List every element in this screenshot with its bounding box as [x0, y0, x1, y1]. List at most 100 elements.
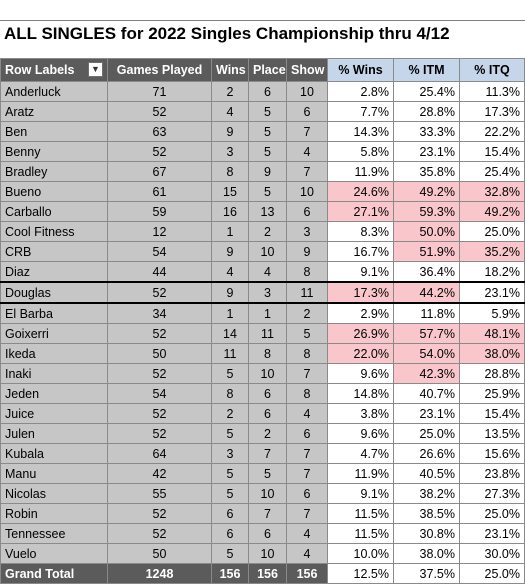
- games-played-cell[interactable]: 34: [107, 302, 212, 324]
- pct-itq-cell[interactable]: 49.2%: [459, 201, 525, 222]
- show-cell[interactable]: 7: [286, 121, 328, 142]
- row-label[interactable]: Bradley: [0, 161, 108, 182]
- pct-wins-cell[interactable]: 16.7%: [327, 241, 394, 262]
- place-cell[interactable]: 5: [248, 463, 287, 484]
- games-played-cell[interactable]: 52: [107, 101, 212, 122]
- pct-wins-cell[interactable]: 7.7%: [327, 101, 394, 122]
- pct-itm-cell[interactable]: 25.4%: [393, 81, 460, 102]
- filter-dropdown-icon[interactable]: ▼: [88, 62, 103, 77]
- row-label[interactable]: Anderluck: [0, 81, 108, 102]
- show-cell[interactable]: 7: [286, 503, 328, 524]
- row-label[interactable]: Tennessee: [0, 523, 108, 544]
- row-label[interactable]: El Barba: [0, 302, 108, 324]
- wins-cell[interactable]: 5: [211, 363, 249, 384]
- wins-cell[interactable]: 3: [211, 141, 249, 162]
- pct-itm-cell[interactable]: 42.3%: [393, 363, 460, 384]
- pct-wins-cell[interactable]: 2.9%: [327, 302, 394, 324]
- row-label[interactable]: Vuelo: [0, 543, 108, 564]
- pct-itq-cell[interactable]: 25.9%: [459, 383, 525, 404]
- show-cell[interactable]: 7: [286, 161, 328, 182]
- pct-itm-cell[interactable]: 23.1%: [393, 403, 460, 424]
- pct-itm-cell[interactable]: 38.5%: [393, 503, 460, 524]
- pct-wins-cell[interactable]: 24.6%: [327, 181, 394, 202]
- place-cell[interactable]: 8: [248, 343, 287, 364]
- show-cell[interactable]: 6: [286, 423, 328, 444]
- row-label[interactable]: Robin: [0, 503, 108, 524]
- pct-itq-cell[interactable]: 28.8%: [459, 363, 525, 384]
- show-cell[interactable]: 5: [286, 323, 328, 344]
- pct-itm-cell[interactable]: 26.6%: [393, 443, 460, 464]
- wins-cell[interactable]: 15: [211, 181, 249, 202]
- wins-cell[interactable]: 9: [211, 281, 249, 304]
- place-cell[interactable]: 6: [248, 523, 287, 544]
- games-played-cell[interactable]: 63: [107, 121, 212, 142]
- pct-itq-cell[interactable]: 32.8%: [459, 181, 525, 202]
- games-played-cell[interactable]: 59: [107, 201, 212, 222]
- row-label[interactable]: Douglas: [0, 281, 108, 304]
- pct-itm-cell[interactable]: 40.5%: [393, 463, 460, 484]
- row-label[interactable]: Diaz: [0, 261, 108, 283]
- show-cell[interactable]: 8: [286, 261, 328, 283]
- pct-itq-cell[interactable]: 22.2%: [459, 121, 525, 142]
- pct-wins-cell[interactable]: 9.1%: [327, 261, 394, 283]
- pct-itm-cell[interactable]: 40.7%: [393, 383, 460, 404]
- pct-itq-cell[interactable]: 25.0%: [459, 221, 525, 242]
- games-played-cell[interactable]: 52: [107, 523, 212, 544]
- games-played-cell[interactable]: 54: [107, 383, 212, 404]
- wins-cell[interactable]: 8: [211, 383, 249, 404]
- pct-itm-cell[interactable]: 25.0%: [393, 423, 460, 444]
- pct-itq-cell[interactable]: 5.9%: [459, 302, 525, 324]
- games-played-cell[interactable]: 52: [107, 503, 212, 524]
- games-played-cell[interactable]: 12: [107, 221, 212, 242]
- wins-cell[interactable]: 1: [211, 221, 249, 242]
- row-label[interactable]: Nicolas: [0, 483, 108, 504]
- games-played-cell[interactable]: 61: [107, 181, 212, 202]
- pct-wins-cell[interactable]: 27.1%: [327, 201, 394, 222]
- pct-itm-cell[interactable]: 11.8%: [393, 302, 460, 324]
- row-label[interactable]: Benny: [0, 141, 108, 162]
- place-cell[interactable]: 6: [248, 383, 287, 404]
- pct-itm-cell[interactable]: 54.0%: [393, 343, 460, 364]
- pct-itq-cell[interactable]: 25.4%: [459, 161, 525, 182]
- pct-wins-cell[interactable]: 11.5%: [327, 523, 394, 544]
- wins-cell[interactable]: 9: [211, 241, 249, 262]
- pct-itm-cell[interactable]: 35.8%: [393, 161, 460, 182]
- pct-wins-cell[interactable]: 9.6%: [327, 363, 394, 384]
- place-cell[interactable]: 2: [248, 221, 287, 242]
- pct-wins-cell[interactable]: 11.9%: [327, 463, 394, 484]
- pct-wins-cell[interactable]: 26.9%: [327, 323, 394, 344]
- pct-itq-cell[interactable]: 11.3%: [459, 81, 525, 102]
- place-cell[interactable]: 10: [248, 363, 287, 384]
- place-cell[interactable]: 10: [248, 543, 287, 564]
- row-label[interactable]: Kubala: [0, 443, 108, 464]
- pct-wins-cell[interactable]: 9.1%: [327, 483, 394, 504]
- wins-cell[interactable]: 2: [211, 403, 249, 424]
- pct-itq-cell[interactable]: 23.8%: [459, 463, 525, 484]
- show-cell[interactable]: 4: [286, 141, 328, 162]
- place-cell[interactable]: 5: [248, 141, 287, 162]
- pct-wins-cell[interactable]: 9.6%: [327, 423, 394, 444]
- row-label[interactable]: Carballo: [0, 201, 108, 222]
- show-cell[interactable]: 7: [286, 443, 328, 464]
- row-label[interactable]: Inaki: [0, 363, 108, 384]
- place-cell[interactable]: 5: [248, 101, 287, 122]
- games-played-cell[interactable]: 64: [107, 443, 212, 464]
- show-cell[interactable]: 10: [286, 81, 328, 102]
- total-wins[interactable]: 156: [211, 563, 249, 584]
- total-place[interactable]: 156: [248, 563, 287, 584]
- wins-cell[interactable]: 4: [211, 101, 249, 122]
- games-played-cell[interactable]: 71: [107, 81, 212, 102]
- pct-itq-cell[interactable]: 15.6%: [459, 443, 525, 464]
- games-played-cell[interactable]: 52: [107, 141, 212, 162]
- show-cell[interactable]: 8: [286, 383, 328, 404]
- pct-itq-cell[interactable]: 13.5%: [459, 423, 525, 444]
- games-played-cell[interactable]: 52: [107, 281, 212, 304]
- place-cell[interactable]: 5: [248, 181, 287, 202]
- row-label[interactable]: Julen: [0, 423, 108, 444]
- place-cell[interactable]: 1: [248, 302, 287, 324]
- pct-itm-cell[interactable]: 38.0%: [393, 543, 460, 564]
- pct-itq-cell[interactable]: 23.1%: [459, 281, 525, 304]
- show-cell[interactable]: 10: [286, 181, 328, 202]
- games-played-cell[interactable]: 50: [107, 343, 212, 364]
- wins-cell[interactable]: 2: [211, 81, 249, 102]
